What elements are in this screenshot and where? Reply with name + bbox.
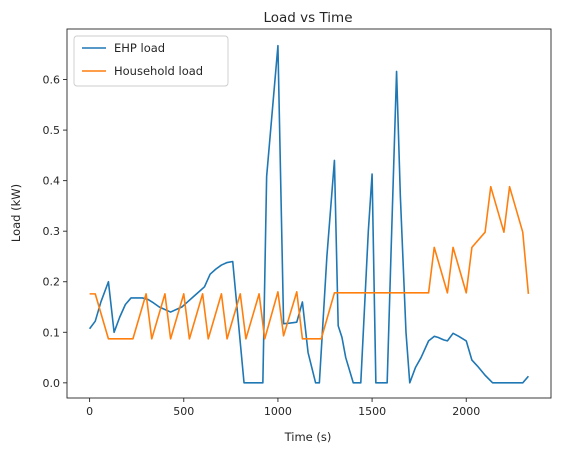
series-line-ehp-load xyxy=(88,44,530,384)
y-tick-label: 0.0 xyxy=(43,377,61,390)
legend-label-household-load: Household load xyxy=(114,64,203,78)
x-axis-ticks: 0 500 1000 1500 2000 xyxy=(86,398,480,418)
series-layer xyxy=(88,44,530,384)
y-tick-label: 0.5 xyxy=(43,124,61,137)
plot-area xyxy=(66,28,552,399)
y-tick-label: 0.2 xyxy=(43,276,61,289)
x-tick-label: 2000 xyxy=(452,405,480,418)
x-tick-label: 1500 xyxy=(358,405,386,418)
series-line-household-load xyxy=(89,185,530,340)
x-axis-label: Time (s) xyxy=(284,430,332,444)
chart-title: Load vs Time xyxy=(263,10,352,26)
x-tick-label: 1000 xyxy=(264,405,292,418)
y-tick-label: 0.1 xyxy=(43,326,61,339)
legend-box xyxy=(73,35,229,87)
y-tick-label: 0.3 xyxy=(43,225,61,238)
y-tick-label: 0.4 xyxy=(43,175,61,188)
x-tick-label: 0 xyxy=(86,405,93,418)
legend: EHP load Household load xyxy=(73,35,229,87)
y-axis-label: Load (kW) xyxy=(9,184,23,242)
x-tick-label: 500 xyxy=(173,405,194,418)
y-tick-label: 0.6 xyxy=(43,74,61,87)
legend-label-ehp-load: EHP load xyxy=(114,41,165,55)
y-axis-ticks: 0.0 0.1 0.2 0.3 0.4 0.5 0.6 xyxy=(43,74,67,390)
